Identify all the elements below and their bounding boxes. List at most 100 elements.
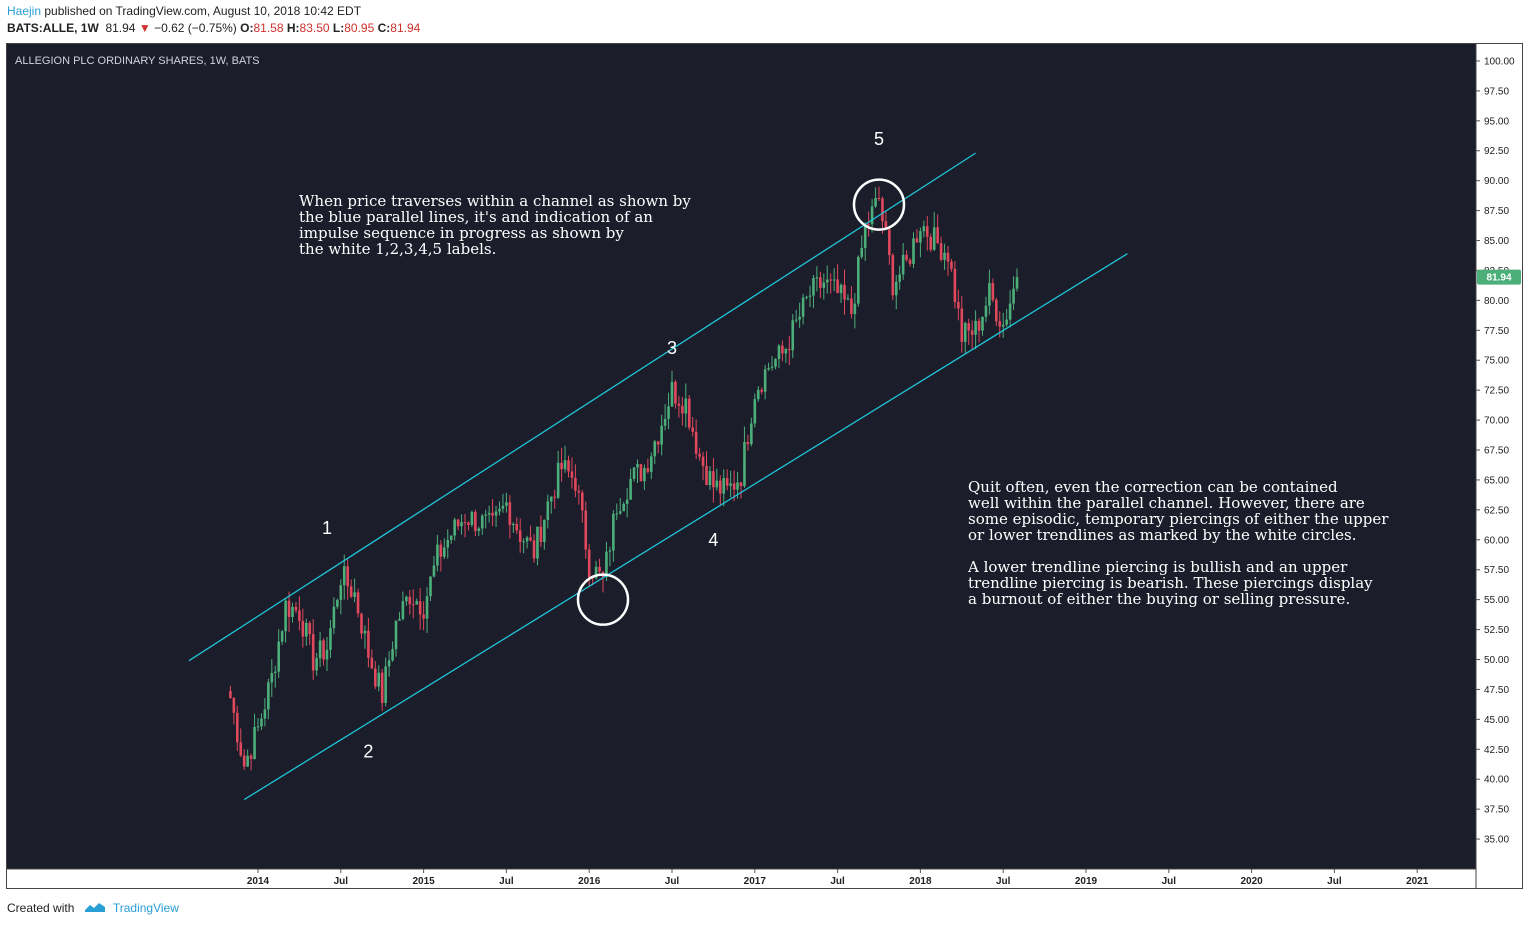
candle-body — [267, 682, 270, 710]
candle-body — [715, 480, 719, 488]
candle-body — [984, 305, 988, 317]
candle-body — [253, 727, 256, 760]
candle-body — [629, 478, 632, 500]
x-tick-label: 2017 — [744, 876, 767, 887]
candle-body — [549, 496, 553, 502]
candle-body — [905, 254, 908, 260]
candle-body — [411, 604, 415, 606]
candle-body — [857, 256, 860, 304]
x-tick-label: Jul — [996, 876, 1011, 887]
time-axis[interactable] — [6, 869, 1476, 889]
candle-body — [850, 298, 853, 315]
open-value: 81.58 — [253, 21, 284, 35]
x-tick-label: 2019 — [1075, 876, 1098, 887]
candle-body — [705, 465, 708, 486]
wave-label-2: 2 — [363, 742, 373, 762]
chart-frame — [6, 43, 1523, 889]
last-price-tag: 81.94 — [1477, 269, 1521, 285]
candle-body — [311, 634, 315, 671]
candle-body — [518, 530, 522, 542]
candle-body — [349, 586, 353, 597]
price-axis[interactable] — [1476, 43, 1523, 889]
candle-body — [891, 255, 895, 296]
candle-body — [263, 709, 267, 719]
candle-body — [432, 565, 436, 577]
candle-body — [632, 467, 636, 479]
candle-body — [825, 279, 829, 283]
candle-body — [746, 442, 750, 445]
trendline-upper — [188, 152, 976, 662]
y-tick-label: 87.50 — [1484, 206, 1509, 217]
open-label: O: — [240, 21, 254, 35]
candle-body — [687, 398, 691, 428]
candle-body — [484, 514, 487, 516]
candle-body — [888, 229, 891, 256]
candle-body — [584, 510, 588, 550]
y-tick-label: 62.50 — [1484, 505, 1509, 516]
candle-body — [725, 478, 729, 486]
candle-body — [556, 462, 560, 498]
candle-body — [563, 460, 567, 470]
tradingview-link[interactable]: TradingView — [112, 901, 179, 915]
candle-body — [767, 367, 770, 370]
y-tick-label: 52.50 — [1484, 625, 1509, 636]
candle-body — [939, 243, 943, 260]
candle-body — [618, 511, 622, 514]
candle-body — [529, 537, 532, 541]
candle-body — [436, 544, 439, 566]
candle-body — [643, 468, 646, 482]
annotation-note-line: A lower trendline piercing is bullish an… — [967, 558, 1348, 576]
y-tick-label: 90.00 — [1484, 176, 1509, 187]
annotation-note-line: the blue parallel lines, it's and indica… — [299, 208, 653, 226]
candle-body — [863, 224, 867, 248]
candle-body — [280, 631, 284, 642]
tradingview-logo-icon[interactable] — [84, 899, 106, 919]
candle-body — [615, 513, 619, 515]
candle-body — [963, 323, 967, 342]
candle-body — [270, 672, 274, 683]
x-tick-label: 2018 — [909, 876, 932, 887]
candle-body — [998, 321, 1002, 327]
candle-body — [812, 277, 815, 296]
candle-body — [846, 298, 850, 300]
candle-body — [781, 345, 784, 354]
y-tick-label: 97.50 — [1484, 86, 1509, 97]
candle-body — [1012, 288, 1015, 304]
candle-body — [908, 259, 912, 264]
price-chart[interactable]: 100.0097.5095.0092.5090.0087.5085.0082.5… — [6, 43, 1523, 889]
piercing-circle — [852, 178, 906, 231]
candle-body — [443, 547, 446, 557]
wave-label-group: 1 2 3 4 5 — [322, 129, 884, 762]
y-tick-label: 70.00 — [1484, 416, 1509, 427]
candle-body — [394, 620, 398, 650]
ohlc-line: BATS:ALLE, 1W 81.94 ▼ −0.62 (−0.75%) O:8… — [7, 20, 1507, 37]
chart-area[interactable]: 100.0097.5095.0092.5090.0087.5085.0082.5… — [6, 43, 1523, 889]
candle-body — [474, 511, 477, 531]
plot-background — [6, 43, 1476, 869]
candle-body — [322, 640, 325, 660]
y-tick-label: 60.00 — [1484, 535, 1509, 546]
candle-body — [456, 519, 460, 527]
candle-body — [660, 425, 663, 445]
candle-body — [339, 585, 343, 600]
candle-body — [543, 519, 546, 542]
last-price-tag-label: 81.94 — [1486, 273, 1511, 284]
author-link[interactable]: Haejin — [7, 4, 42, 18]
candle-body — [480, 515, 484, 529]
candle-body — [570, 471, 574, 478]
candle-body — [653, 441, 657, 457]
candle-body — [539, 526, 543, 542]
x-tick-label: Jul — [334, 876, 349, 887]
candle-body — [546, 501, 550, 520]
candle-body — [336, 599, 339, 607]
wave-label-4: 4 — [708, 530, 718, 550]
candle-body — [608, 550, 612, 552]
candle-body — [353, 592, 356, 597]
candle-body — [736, 482, 739, 490]
candle-body — [1001, 324, 1005, 327]
x-tick-label: 2014 — [247, 876, 270, 887]
candle-body — [229, 690, 232, 699]
candle-body — [867, 224, 870, 226]
candle-body — [650, 456, 653, 472]
candle-body — [422, 614, 425, 619]
